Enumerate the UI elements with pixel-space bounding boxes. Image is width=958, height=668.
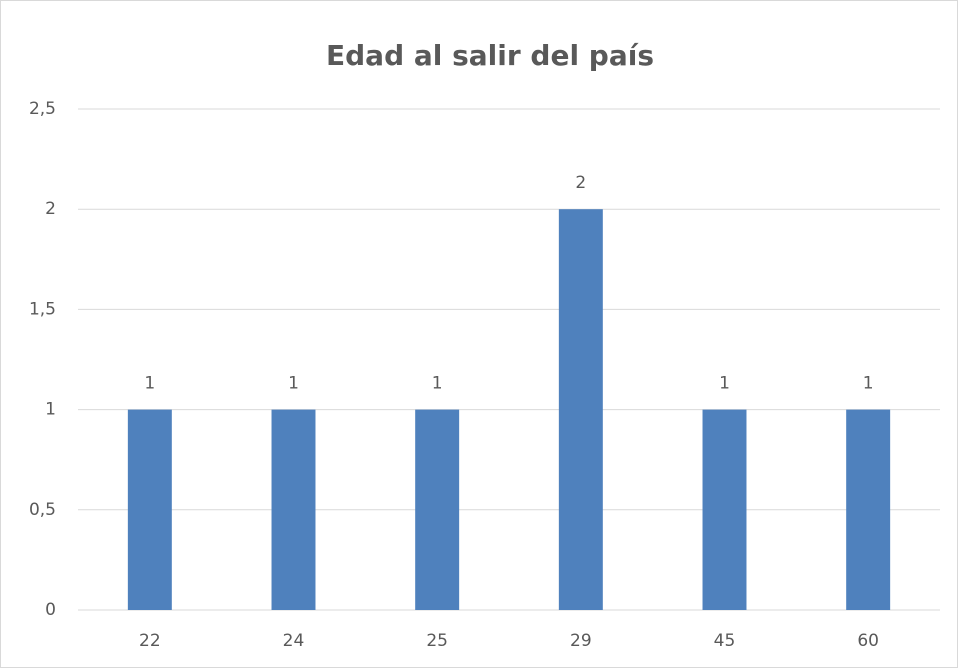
bar	[558, 209, 603, 610]
x-tick-label: 60	[857, 631, 879, 651]
data-label: 1	[432, 374, 443, 394]
bar	[127, 409, 172, 610]
y-tick-label: 2,5	[29, 99, 56, 119]
bar	[415, 409, 460, 610]
x-tick-label: 25	[426, 631, 448, 651]
y-tick-label: 0	[45, 600, 56, 620]
x-tick-label: 29	[570, 631, 592, 651]
data-label: 2	[575, 173, 586, 193]
x-tick-label: 45	[714, 631, 736, 651]
y-tick-label: 0,5	[29, 500, 56, 520]
data-label: 1	[144, 374, 155, 394]
chart-title: Edad al salir del país	[326, 39, 654, 72]
y-tick-label: 1	[45, 400, 56, 420]
data-label: 1	[863, 374, 874, 394]
bar	[702, 409, 747, 610]
bar	[846, 409, 891, 610]
y-tick-label: 2	[45, 199, 56, 219]
data-label: 1	[719, 374, 730, 394]
x-tick-label: 24	[283, 631, 305, 651]
x-tick-label: 22	[139, 631, 161, 651]
y-tick-label: 1,5	[29, 299, 56, 319]
data-label: 1	[288, 374, 299, 394]
bar	[271, 409, 316, 610]
